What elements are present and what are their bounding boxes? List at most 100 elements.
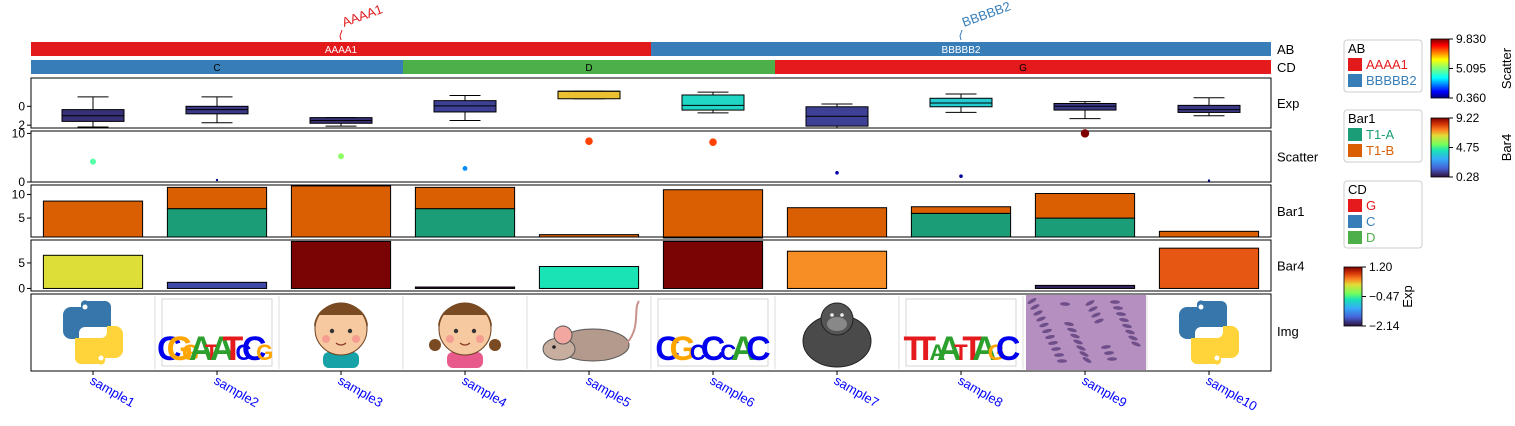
x-tick: sample8 (956, 371, 1006, 410)
bar4-bar (538, 266, 640, 289)
bar1-segment-t1-b (290, 185, 392, 238)
cartoon-cheek (476, 335, 484, 343)
tissue-nucleus (1070, 333, 1080, 339)
colorbar-tick-label: 1.20 (1369, 260, 1393, 274)
x-tick-label: sample10 (1204, 373, 1260, 414)
tissue-nucleus (1113, 306, 1123, 310)
x-tick-label: sample5 (584, 373, 634, 411)
panel-frame (30, 130, 1272, 183)
colorbar-label: Bar4 (1499, 134, 1514, 161)
mouse-eye (552, 345, 556, 349)
top-group-annotation: BBBBB2 (959, 0, 1013, 41)
scatter-point (1207, 179, 1211, 182)
scatter-point (835, 170, 839, 175)
tissue-nucleus (1122, 323, 1132, 329)
scatter-point (585, 137, 593, 145)
tissue-nucleus (1057, 359, 1067, 363)
annotation-row-label: CD (1277, 60, 1296, 75)
annotation-connector (339, 29, 343, 41)
legend-frame (1343, 39, 1423, 93)
exp-box (929, 93, 993, 113)
colorbar-gradient (1343, 266, 1363, 327)
legend-label: BBBBB2 (1366, 73, 1417, 88)
tissue-nucleus (1033, 310, 1043, 316)
tissue-nucleus (1094, 318, 1104, 324)
colorbar-tick-label: 5.095 (1456, 62, 1486, 76)
cartoon-shirt (447, 352, 483, 368)
image-gorilla-cartoon (802, 302, 872, 368)
legend-swatch (1348, 74, 1362, 87)
tissue-nucleus (1042, 328, 1052, 334)
motif-letter: A (937, 330, 962, 368)
cartoon-braid (489, 339, 501, 351)
motif-letter: C (746, 330, 771, 368)
legend-label: C (1366, 214, 1375, 229)
x-tick-label: sample8 (956, 373, 1006, 411)
python-snake-blue (63, 300, 111, 339)
exp-box (309, 117, 373, 127)
annotation-block-c (31, 60, 403, 74)
motif-letter: A (210, 330, 235, 368)
annotation-block-label: BBBBB2 (942, 45, 981, 56)
annotation-block-aaaa1 (31, 42, 651, 56)
colorbar-bar4: 9.22 4.75 0.28 Bar4 (1430, 111, 1514, 184)
x-tick-label: sample9 (1080, 373, 1130, 411)
panel-label: Bar4 (1277, 259, 1304, 274)
annotation-row-cd: C D G CD (31, 60, 1296, 75)
tissue-nucleus (1110, 300, 1120, 304)
motif-letter: A (189, 330, 214, 368)
legend-swatch (1348, 144, 1362, 157)
exp-box-body (557, 90, 621, 100)
cartoon-eye (453, 328, 459, 334)
bar4-bar (1158, 247, 1260, 289)
bar1-segment-t1-b (910, 206, 1012, 214)
bar1-segment-t1-b (414, 186, 516, 210)
motif-letter: G (988, 340, 1005, 365)
annotation-block-bbbbb2 (651, 42, 1271, 56)
motif-letter: C (720, 340, 736, 365)
image-tissue-histology (1026, 295, 1146, 370)
annotation-connector (959, 29, 963, 41)
top-group-label: BBBBB2 (960, 0, 1013, 30)
tissue-nucleus (1128, 335, 1138, 341)
motif-frame (657, 298, 769, 367)
tissue-nucleus (1030, 304, 1040, 310)
y-tick-label: 5 (18, 211, 25, 225)
panel-frame (30, 239, 1272, 292)
bar1-segment-t1-b (538, 234, 640, 238)
exp-box-body (681, 94, 745, 111)
panel-label: Exp (1277, 96, 1299, 111)
bar1-segment-t1-b (662, 189, 764, 238)
y-tick-label: 2 (18, 118, 25, 132)
x-tick-label: sample3 (336, 373, 386, 411)
motif-letter: G (182, 340, 199, 365)
python-snake-blue (1179, 300, 1227, 339)
scatter-point (709, 138, 717, 146)
exp-box (1177, 97, 1241, 117)
exp-box-body (1177, 104, 1241, 113)
legend-title: AB (1348, 41, 1365, 56)
legend-frame (1343, 180, 1423, 249)
annotation-block-label: C (213, 63, 220, 74)
python-snake-yellow (75, 326, 123, 365)
y-tick-label: 5 (18, 256, 25, 270)
cartoon-hair (314, 303, 368, 327)
tissue-nucleus (1104, 351, 1114, 355)
x-tick: sample3 (336, 371, 386, 410)
legend-label: G (1366, 198, 1376, 213)
motif-frame (161, 298, 273, 367)
motif-letter: G (167, 330, 193, 368)
gorilla-eye (840, 313, 844, 317)
panel-label: Bar1 (1277, 204, 1304, 219)
bar1-segment-t1-b (1158, 230, 1260, 238)
tissue-nucleus (1054, 353, 1064, 357)
panel-scatter: 0 10 Scatter (12, 126, 1319, 189)
tissue-nucleus (1076, 345, 1086, 351)
x-tick: sample4 (460, 371, 510, 410)
cartoon-braid (429, 339, 441, 351)
cartoon-eye (329, 328, 335, 334)
tissue-nucleus (1131, 341, 1141, 347)
legend-swatch (1348, 58, 1362, 71)
bar1-segment-t1-b (1034, 193, 1136, 219)
